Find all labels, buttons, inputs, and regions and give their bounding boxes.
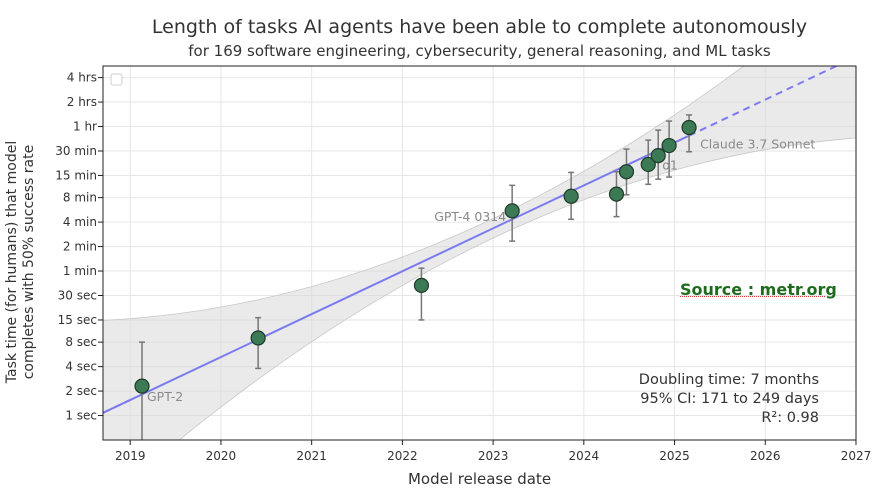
x-tick-label: 2026	[750, 449, 781, 463]
data-point	[618, 164, 635, 180]
x-axis-label: Model release date	[407, 470, 552, 488]
data-point	[134, 378, 150, 394]
x-tick-label: 2023	[478, 449, 509, 463]
data-point	[640, 156, 656, 173]
chart-title: Length of tasks AI agents have been able…	[151, 16, 808, 38]
stats-annotation: Doubling time: 7 months 95% CI: 171 to 2…	[639, 371, 819, 428]
x-tick-label: 2022	[387, 449, 418, 463]
y-tick-label: 1 hr	[73, 120, 97, 134]
chart-subtitle: for 169 software engineering, cybersecur…	[188, 42, 771, 60]
x-axis: 2019 2020 2021 2022 2023 2024 2025 2026 2027	[115, 440, 871, 463]
y-axis-label: Task time (for humans) that model comple…	[4, 140, 37, 384]
y-tick-label: 4 sec	[65, 360, 97, 374]
y-tick-label: 30 min	[55, 144, 97, 158]
data-point	[661, 137, 677, 154]
x-tick-label: 2020	[206, 449, 237, 463]
point-label: GPT-4 0314	[434, 209, 506, 224]
point-label: GPT-2	[147, 389, 183, 404]
data-point	[250, 330, 266, 346]
y-tick-label: 15 min	[55, 168, 97, 182]
y-tick-label: 2 sec	[65, 384, 97, 398]
data-point	[681, 119, 697, 136]
r-squared-text: R²: 0.98	[761, 410, 819, 426]
y-tick-label: 1 min	[63, 264, 97, 278]
data-point	[504, 203, 520, 219]
y-tick-label: 2 hrs	[67, 95, 97, 109]
x-tick-label: 2019	[115, 449, 146, 463]
x-tick-label: 2025	[659, 449, 690, 463]
trend-line-backcast	[103, 399, 131, 414]
point-label: o1	[662, 158, 678, 173]
doubling-time-text: Doubling time: 7 months	[638, 372, 819, 388]
y-axis: 1 sec 2 sec 4 sec 8 sec 15 sec 30 sec 1 min 2 m…	[55, 71, 103, 423]
plot-area	[103, 66, 856, 440]
y-tick-label: 8 min	[63, 191, 97, 205]
point-label: Claude 3.7 Sonnet	[700, 137, 815, 152]
x-tick-label: 2027	[841, 449, 872, 463]
data-point	[563, 188, 579, 204]
confidence-interval-text: 95% CI: 171 to 249 days	[640, 391, 819, 407]
y-tick-label: 30 sec	[58, 288, 97, 302]
plot-frame	[102, 65, 857, 441]
legend-box	[110, 73, 123, 86]
y-tick-label: 4 min	[63, 215, 97, 229]
y-tick-label: 4 hrs	[67, 71, 97, 85]
y-tick-label: 2 min	[63, 240, 97, 254]
data-point	[608, 186, 625, 202]
confidence-band	[103, 66, 856, 440]
source-annotation: Source : metr.org	[680, 280, 837, 299]
y-tick-label: 1 sec	[65, 409, 97, 423]
x-tick-label: 2021	[296, 449, 327, 463]
trend-line	[103, 134, 690, 414]
x-tick-label: 2024	[569, 449, 600, 463]
y-tick-label: 8 sec	[65, 335, 97, 349]
data-point	[650, 147, 666, 164]
data-point	[413, 277, 430, 293]
trend-line-projection	[688, 66, 839, 137]
y-tick-label: 15 sec	[58, 313, 97, 327]
